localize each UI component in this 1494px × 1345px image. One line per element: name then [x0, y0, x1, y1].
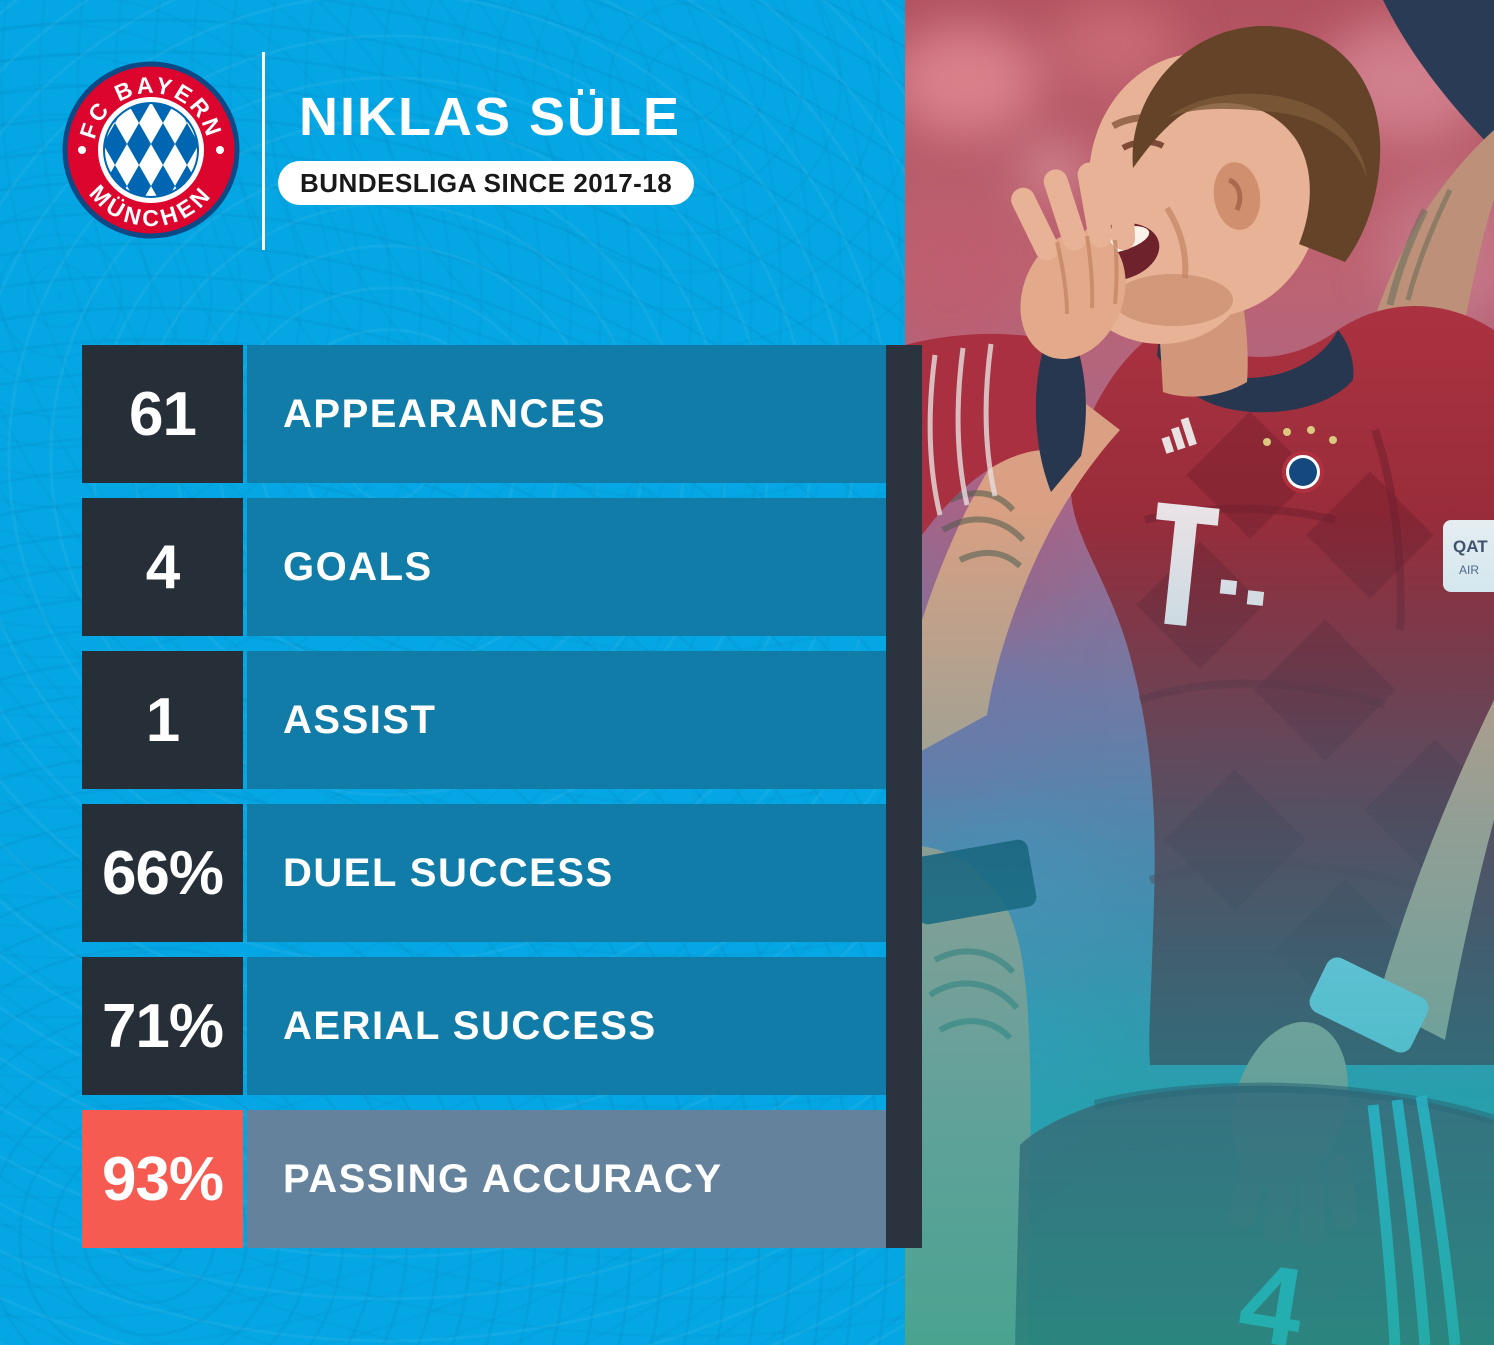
- stat-label: AERIAL SUCCESS: [283, 1003, 657, 1048]
- bayern-crest-logo: FC BAYERN MÜNCHEN: [61, 60, 241, 240]
- stat-label-bar-highlight: PASSING ACCURACY: [247, 1110, 886, 1248]
- stat-value: 66%: [82, 804, 243, 942]
- subtitle-badge: BUNDESLIGA SINCE 2017-18: [278, 161, 695, 205]
- stat-row-duel-success: 66% DUEL SUCCESS: [82, 804, 886, 942]
- stat-label-bar: GOALS: [247, 498, 886, 636]
- stat-value: 71%: [82, 957, 243, 1095]
- stat-label-bar: DUEL SUCCESS: [247, 804, 886, 942]
- subtitle-badge-label: BUNDESLIGA SINCE 2017-18: [300, 167, 673, 198]
- stat-row-goals: 4 GOALS: [82, 498, 886, 636]
- stat-row-passing-accuracy: 93% PASSING ACCURACY: [82, 1110, 886, 1248]
- stat-label: GOALS: [283, 544, 433, 589]
- stat-value: 1: [82, 651, 243, 789]
- stat-value: 61: [82, 345, 243, 483]
- stat-label: PASSING ACCURACY: [283, 1156, 723, 1201]
- stat-row-appearances: 61 APPEARANCES: [82, 345, 886, 483]
- stats-right-strip: [886, 345, 922, 1248]
- header-divider: [262, 52, 265, 250]
- teal-overlay: [905, 0, 1494, 1345]
- stat-value: 4: [82, 498, 243, 636]
- stat-label-bar: AERIAL SUCCESS: [247, 957, 886, 1095]
- stat-value-highlight: 93%: [82, 1110, 243, 1248]
- stat-row-aerial-success: 71% AERIAL SUCCESS: [82, 957, 886, 1095]
- bayern-crest-icon: FC BAYERN MÜNCHEN: [62, 61, 240, 239]
- player-photo-illustration: QAT AIR: [905, 0, 1494, 1345]
- stat-label: DUEL SUCCESS: [283, 850, 614, 895]
- stat-label: APPEARANCES: [283, 391, 607, 436]
- stats-table: 61 APPEARANCES 4 GOALS 1 ASSIST 66% DUEL…: [82, 345, 886, 1248]
- player-photo: QAT AIR: [905, 0, 1494, 1345]
- stat-label-bar: APPEARANCES: [247, 345, 886, 483]
- stat-row-assist: 1 ASSIST: [82, 651, 886, 789]
- stat-label: ASSIST: [283, 697, 437, 742]
- stat-label-bar: ASSIST: [247, 651, 886, 789]
- player-name-title: NIKLAS SÜLE: [299, 87, 682, 147]
